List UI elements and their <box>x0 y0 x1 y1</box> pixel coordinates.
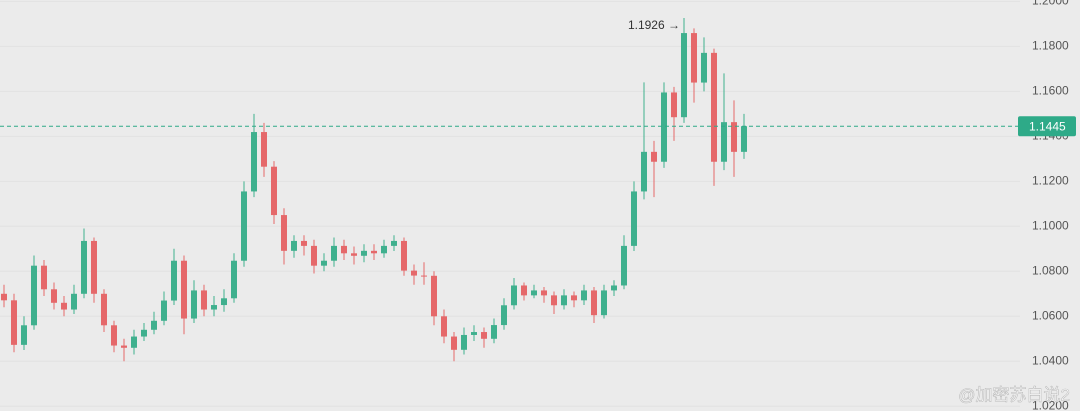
watermark: @加密苏白说2 <box>958 385 1070 404</box>
candle-body <box>631 191 637 246</box>
candle-body <box>551 295 557 306</box>
candle-body <box>661 92 667 162</box>
candle-body <box>191 290 197 319</box>
candle-body <box>121 345 127 348</box>
candle-body <box>61 302 67 310</box>
candle-body <box>201 290 207 310</box>
y-tick-label: 1.0600 <box>1032 308 1069 322</box>
candle-body <box>281 215 287 251</box>
candle-body <box>381 245 387 254</box>
candle-body <box>731 122 737 152</box>
candle-body <box>51 289 57 303</box>
candle-body <box>511 285 517 306</box>
candle-body <box>21 325 27 345</box>
candle-body <box>291 240 297 251</box>
candle-body <box>41 265 47 290</box>
candle-body <box>471 332 477 335</box>
candle-body <box>621 245 627 286</box>
candle-body <box>701 52 707 83</box>
candle-body <box>131 336 137 348</box>
candle-body <box>361 250 367 256</box>
candle-body <box>371 250 377 254</box>
candle-body <box>611 285 617 291</box>
overlay: 1.1445 1.1926 → <box>0 18 1076 137</box>
y-tick-label: 1.0400 <box>1032 353 1069 367</box>
candle-body <box>641 151 647 192</box>
candle-body <box>581 290 587 301</box>
candle-body <box>561 295 567 306</box>
candle-body <box>101 293 107 326</box>
candle-body <box>571 295 577 301</box>
candle-body <box>91 240 97 294</box>
candle-body <box>481 332 487 339</box>
candle-body <box>651 151 657 162</box>
candle-body <box>601 290 607 316</box>
candle-body <box>711 52 717 162</box>
candle-body <box>421 275 427 277</box>
candle-body <box>251 132 257 192</box>
y-tick-label: 1.1800 <box>1032 39 1069 53</box>
candle-body <box>401 240 407 271</box>
candle-body <box>1 293 7 301</box>
candle-body <box>311 245 317 266</box>
candle-body <box>501 305 507 326</box>
candle-body <box>591 290 597 316</box>
candles <box>1 17 747 362</box>
candle-body <box>491 325 497 339</box>
candle-body <box>161 300 167 321</box>
candle-body <box>691 33 697 83</box>
candle-body <box>231 260 237 299</box>
candle-body <box>171 260 177 301</box>
candle-body <box>541 290 547 296</box>
candle-body <box>391 240 397 246</box>
candle-body <box>261 132 267 167</box>
last-price-label: 1.1445 <box>1029 119 1066 133</box>
candle-body <box>11 300 17 345</box>
candle-body <box>531 290 537 296</box>
candle-body <box>741 126 747 152</box>
candle-body <box>351 253 357 256</box>
candle-body <box>241 191 247 261</box>
max-annotation: 1.1926 → <box>628 18 680 32</box>
candle-body <box>81 240 87 294</box>
candle-body <box>331 245 337 261</box>
candle-body <box>31 265 37 326</box>
candle-body <box>321 260 327 266</box>
candle-body <box>681 33 687 118</box>
y-tick-label: 1.1600 <box>1032 84 1069 98</box>
candle-body <box>461 334 467 350</box>
candle-body <box>721 122 727 162</box>
candle-body <box>111 325 117 346</box>
y-tick-label: 1.1200 <box>1032 173 1069 187</box>
candle-body <box>451 336 457 350</box>
candle-body <box>301 240 307 246</box>
candle-body <box>521 285 527 296</box>
y-tick-label: 1.0200 <box>1032 398 1069 411</box>
candle-body <box>271 166 277 216</box>
candle-body <box>341 245 347 254</box>
candle-body <box>411 270 417 276</box>
candle-body <box>151 320 157 330</box>
candle-body <box>181 260 187 319</box>
candle-body <box>671 92 677 118</box>
candle-body <box>211 305 217 310</box>
y-tick-label: 1.2000 <box>1032 0 1069 8</box>
last-price-box <box>1018 116 1076 137</box>
y-tick-label: 1.1000 <box>1032 218 1069 232</box>
candle-body <box>71 293 77 310</box>
candle-body <box>141 329 147 337</box>
y-tick-label: 1.0800 <box>1032 263 1069 277</box>
candle-body <box>431 275 437 317</box>
candle-body <box>441 316 447 337</box>
candle-body <box>221 298 227 306</box>
